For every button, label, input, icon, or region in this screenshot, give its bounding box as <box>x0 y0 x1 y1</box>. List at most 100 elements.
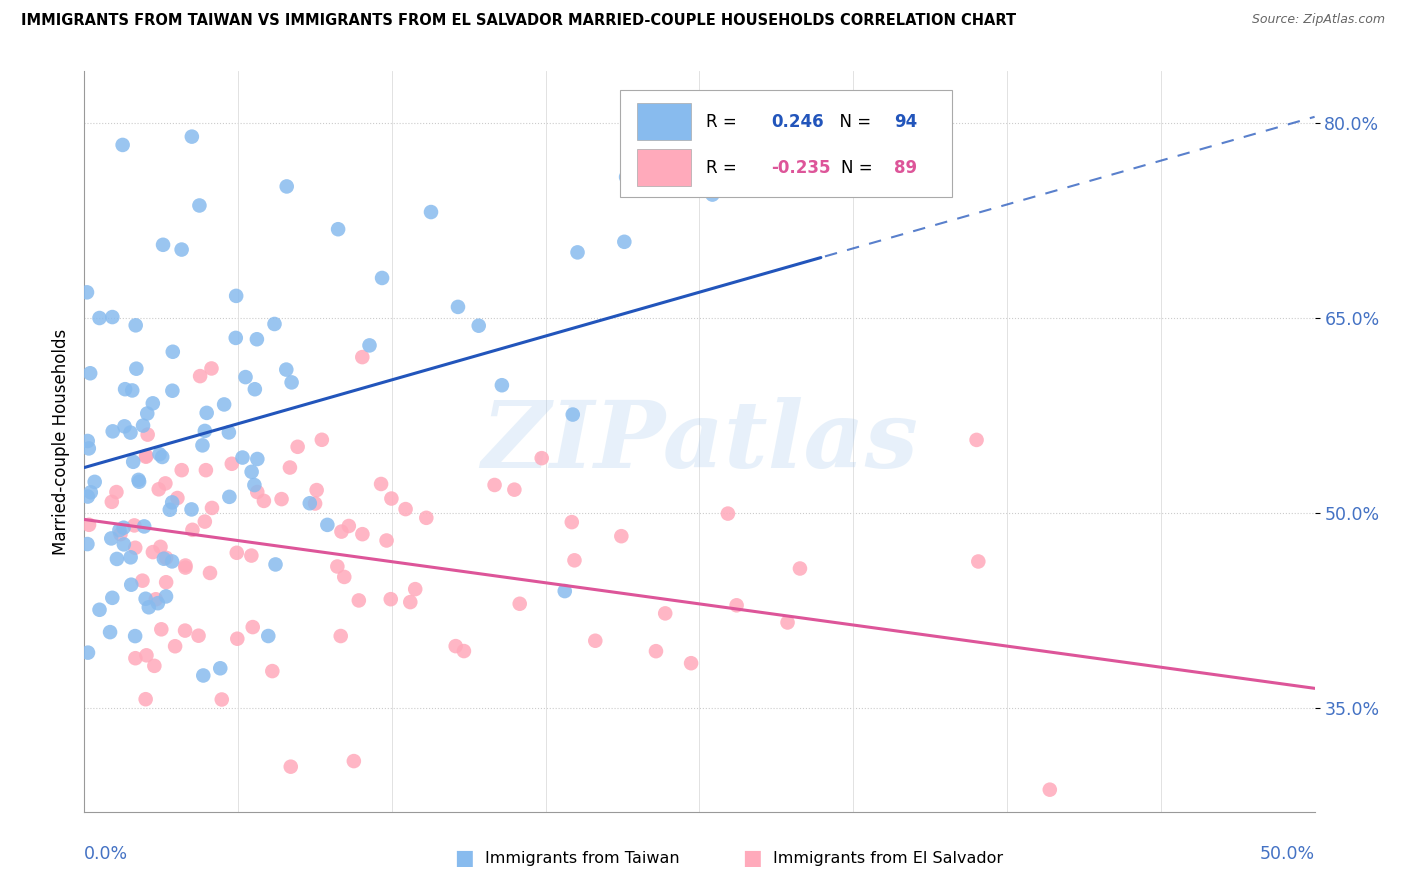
Point <box>246 452 269 467</box>
Point <box>112 521 135 535</box>
Point <box>194 515 217 529</box>
Point <box>280 376 302 390</box>
Point <box>453 644 475 658</box>
Point <box>280 760 302 774</box>
Point <box>114 419 136 434</box>
Point <box>235 370 257 384</box>
Point <box>150 623 173 637</box>
Point <box>212 397 235 411</box>
Point <box>394 502 416 516</box>
Point <box>613 235 636 249</box>
Point <box>80 485 103 500</box>
Text: 0.0%: 0.0% <box>84 845 128 863</box>
Point <box>654 607 676 621</box>
Point <box>162 384 184 398</box>
Point <box>329 629 352 643</box>
Point <box>231 450 253 465</box>
Point <box>122 455 145 469</box>
Point <box>278 460 301 475</box>
Point <box>128 475 150 489</box>
Point <box>148 447 170 461</box>
Point <box>243 382 266 396</box>
Point <box>136 407 159 421</box>
Point <box>399 595 422 609</box>
Point <box>170 243 193 257</box>
Point <box>188 369 211 384</box>
Point <box>162 344 184 359</box>
FancyBboxPatch shape <box>620 90 952 197</box>
Point <box>326 222 349 236</box>
Point <box>347 593 370 607</box>
FancyBboxPatch shape <box>637 103 690 140</box>
Point <box>326 559 349 574</box>
Point <box>101 310 124 324</box>
Point <box>155 575 177 590</box>
Text: R =: R = <box>706 112 741 131</box>
Point <box>218 490 240 504</box>
Point <box>717 507 740 521</box>
Point <box>142 396 165 410</box>
Point <box>257 629 280 643</box>
Point <box>149 540 172 554</box>
Point <box>142 545 165 559</box>
Point <box>262 664 284 678</box>
Text: Source: ZipAtlas.com: Source: ZipAtlas.com <box>1251 13 1385 27</box>
Point <box>240 549 263 563</box>
Point <box>76 434 98 448</box>
Point <box>125 361 148 376</box>
Point <box>503 483 526 497</box>
Point <box>263 317 285 331</box>
Point <box>225 546 247 560</box>
Point <box>121 384 143 398</box>
Point <box>343 754 366 768</box>
Point <box>111 137 134 152</box>
Point <box>79 366 101 380</box>
Point <box>304 496 326 510</box>
Point <box>135 449 157 463</box>
Point <box>124 629 146 643</box>
Point <box>789 561 811 575</box>
Point <box>225 331 247 345</box>
Text: Immigrants from El Salvador: Immigrants from El Salvador <box>773 851 1004 865</box>
Point <box>136 427 159 442</box>
Point <box>375 533 398 548</box>
Point <box>77 646 100 660</box>
Point <box>221 457 243 471</box>
Point <box>567 245 589 260</box>
Point <box>89 311 111 326</box>
Point <box>160 495 183 509</box>
Point <box>614 170 637 185</box>
Point <box>124 541 146 555</box>
Point <box>155 590 177 604</box>
Text: N =: N = <box>841 159 877 177</box>
Point <box>352 350 374 364</box>
Point <box>561 515 583 529</box>
Point <box>201 500 224 515</box>
Point <box>264 558 287 572</box>
Point <box>135 648 157 663</box>
Point <box>198 566 221 580</box>
Point <box>180 502 202 516</box>
Point <box>160 554 183 568</box>
Point <box>491 378 513 392</box>
Text: 0.246: 0.246 <box>770 112 824 131</box>
Point <box>776 615 799 630</box>
Point <box>125 318 148 333</box>
Point <box>561 408 583 422</box>
Point <box>152 237 174 252</box>
Point <box>380 491 402 506</box>
Point <box>131 574 153 588</box>
Point <box>108 523 131 537</box>
Point <box>276 362 298 376</box>
Point <box>253 494 276 508</box>
Point <box>1039 782 1062 797</box>
Point <box>124 518 146 533</box>
Point <box>124 651 146 665</box>
Text: R =: R = <box>706 159 741 177</box>
Point <box>101 591 124 605</box>
Text: ■: ■ <box>454 848 474 868</box>
Point <box>89 603 111 617</box>
Text: ■: ■ <box>742 848 762 868</box>
Point <box>155 550 177 565</box>
Point <box>194 424 217 438</box>
